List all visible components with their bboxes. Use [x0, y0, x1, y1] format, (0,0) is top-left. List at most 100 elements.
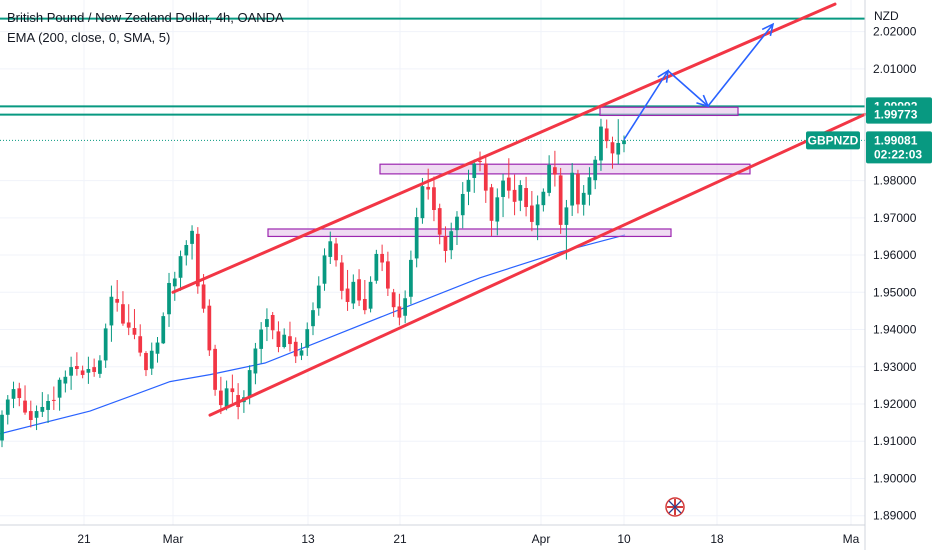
zone-2: [599, 106, 739, 117]
price-axis[interactable]: 2.02000 2.01000 1.98000 1.97000 1.96000 1.950…: [873, 25, 917, 523]
candle-body-8: [46, 401, 50, 410]
candle-body-28: [161, 316, 166, 344]
candle-body-3: [17, 388, 22, 399]
candle-body-53: [305, 329, 310, 348]
candle-body-16: [92, 367, 97, 372]
candle-body-54: [311, 310, 315, 327]
candle-body-2: [11, 389, 16, 399]
candle-body-43: [247, 370, 252, 397]
candle-body-36: [207, 305, 212, 351]
candle-body-64: [368, 281, 373, 309]
candle-body-104: [599, 126, 603, 161]
candle-body-5: [28, 411, 33, 420]
candle-body-50: [288, 336, 292, 345]
x-tick-label-3: 21: [393, 532, 407, 546]
candle-body-76: [437, 208, 442, 235]
candle-body-7: [40, 406, 45, 412]
candle-body-58: [334, 243, 338, 261]
candle-body-55: [316, 285, 321, 309]
projection-arrowhead-2: [696, 94, 710, 108]
uk-flag-icon[interactable]: [665, 497, 685, 517]
candle-body-34: [195, 233, 200, 287]
candle-body-57: [328, 241, 333, 257]
current-price-label: 1.99081: [874, 133, 918, 147]
y-tick-label-3: 1.97000: [873, 211, 917, 225]
candle-body-73: [420, 186, 425, 219]
candle-body-90: [518, 185, 523, 201]
candle-body-77: [443, 236, 448, 251]
candle-body-21: [121, 304, 125, 324]
candle-body-69: [397, 306, 402, 318]
candle-body-37: [213, 348, 217, 390]
y-tick-label-10: 1.90000: [873, 471, 917, 485]
time-axis[interactable]: 21 Mar 13 21 Apr 10 18 Ma: [0, 524, 865, 546]
candle-body-96: [553, 167, 557, 175]
candle-body-44: [253, 348, 258, 374]
gridlines: [0, 0, 865, 525]
candle-body-99: [570, 172, 575, 206]
candle-body-6: [34, 411, 39, 418]
candle-body-107: [616, 142, 621, 155]
candle-body-12: [69, 367, 73, 376]
candle-body-103: [593, 159, 598, 181]
projection-path: [623, 22, 775, 141]
candle-body-19: [109, 296, 114, 326]
price-tag-bg-1: [866, 105, 932, 124]
candle-body-60: [345, 288, 350, 302]
candle-body-70: [403, 298, 408, 316]
candles: [0, 118, 626, 448]
candle-body-35: [201, 284, 206, 309]
candle-body-61: [351, 281, 356, 304]
candle-body-67: [385, 261, 390, 289]
candle-body-78: [449, 231, 454, 251]
chart-legend: British Pound / New Zealand Dollar, 4h, …: [7, 8, 284, 48]
candle-body-84: [483, 163, 488, 191]
x-tick-label-4: Apr: [532, 532, 551, 546]
candle-body-11: [63, 376, 68, 384]
currency-label: NZD: [874, 9, 899, 23]
y-tick-label-1: 2.01000: [873, 62, 917, 76]
candle-body-20: [115, 298, 120, 303]
candle-body-63: [362, 298, 367, 311]
candle-body-17: [98, 360, 102, 374]
candle-body-62: [357, 279, 361, 301]
y-tick-label-11: 1.89000: [873, 509, 917, 523]
y-tick-label-6: 1.94000: [873, 323, 917, 337]
candle-body-0: [0, 414, 4, 441]
candle-body-102: [587, 177, 592, 195]
candle-body-74: [426, 186, 431, 190]
candle-body-45: [259, 329, 264, 349]
x-tick-label-7: Ma: [843, 532, 860, 546]
candle-body-56: [322, 255, 327, 284]
candle-body-100: [576, 173, 580, 205]
candle-body-106: [610, 142, 615, 154]
symbol-tag-bg: [806, 131, 860, 150]
candle-body-85: [489, 187, 494, 221]
candle-body-59: [339, 262, 344, 291]
candle-body-51: [293, 341, 298, 357]
candle-body-29: [167, 282, 171, 315]
candle-body-31: [178, 256, 183, 278]
candle-body-25: [144, 352, 148, 371]
candle-body-1: [5, 399, 10, 415]
price-tag-label-1: 1.99773: [874, 108, 918, 122]
symbol-title[interactable]: British Pound / New Zealand Dollar, 4h, …: [7, 10, 284, 25]
x-tick-label-5: 10: [617, 532, 631, 546]
candle-body-71: [409, 259, 413, 297]
candle-body-87: [501, 180, 505, 197]
candle-body-97: [558, 175, 563, 225]
candle-body-46: [265, 319, 269, 327]
ema-indicator-label[interactable]: EMA (200, close, 0, SMA, 5): [7, 30, 171, 45]
candle-body-47: [270, 315, 275, 331]
countdown-label: 02:22:03: [874, 147, 922, 161]
candle-body-26: [149, 350, 154, 369]
candle-body-108: [622, 140, 626, 145]
candle-body-72: [414, 217, 419, 259]
y-tick-label-4: 1.96000: [873, 248, 917, 262]
candle-body-52: [299, 350, 304, 356]
candle-body-33: [190, 230, 194, 244]
candle-body-82: [472, 163, 477, 178]
candle-body-13: [74, 366, 79, 369]
y-tick-label-8: 1.92000: [873, 397, 917, 411]
